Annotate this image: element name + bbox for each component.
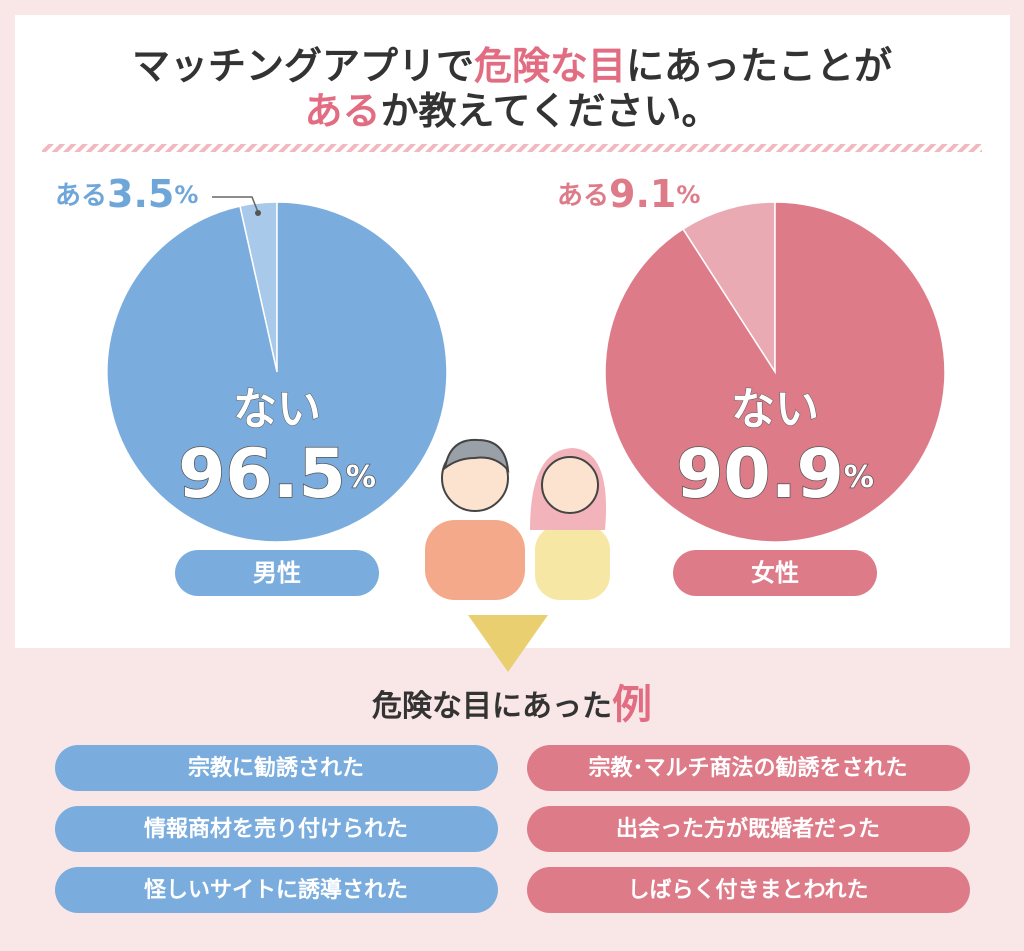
category: ある bbox=[55, 181, 107, 211]
group-label: 女性 bbox=[751, 559, 799, 587]
pie-slice bbox=[106, 201, 448, 543]
large-slice-category: ない bbox=[233, 384, 321, 435]
unit: % bbox=[346, 460, 376, 495]
arrow bbox=[468, 615, 548, 672]
large-slice-label: 90.9% bbox=[676, 435, 874, 514]
small-slice-label: ある3.5% bbox=[55, 172, 198, 216]
unit: % bbox=[844, 460, 874, 495]
examples-title: 危険な目にあった例 bbox=[372, 682, 652, 728]
value-label: 90.9 bbox=[676, 435, 844, 514]
pie-slice bbox=[604, 201, 946, 543]
value-label: 3.5 bbox=[107, 172, 174, 216]
group-pill bbox=[175, 550, 379, 596]
example-text: 宗教に勧誘された bbox=[188, 755, 364, 781]
small-slice-label: ある9.1% bbox=[557, 172, 700, 216]
value-label: 96.5 bbox=[178, 435, 346, 514]
example-pill bbox=[527, 806, 970, 852]
title-part: ある bbox=[305, 89, 381, 133]
title-part: にあったことが bbox=[626, 44, 892, 88]
example-pill bbox=[527, 867, 970, 913]
example-text: 怪しいサイトに誘導された bbox=[144, 877, 408, 903]
title-part: マッチングアプリで bbox=[132, 44, 474, 88]
category: ある bbox=[557, 181, 609, 211]
examples-title-part: 例 bbox=[612, 682, 652, 728]
unit: % bbox=[174, 181, 198, 209]
illustration bbox=[425, 438, 610, 600]
example-text: 宗教･マルチ商法の勧誘をされた bbox=[588, 755, 907, 781]
large-slice-label: 96.5% bbox=[178, 435, 376, 514]
leader-line bbox=[212, 196, 259, 213]
example-text: 情報商材を売り付けられた bbox=[144, 816, 408, 842]
example-pill bbox=[527, 745, 970, 791]
divider bbox=[42, 144, 982, 152]
group-label: 男性 bbox=[253, 559, 301, 587]
example-text: 出会った方が既婚者だった bbox=[616, 816, 880, 842]
example-pill bbox=[55, 745, 498, 791]
examples-title-part: 危険な目にあった bbox=[372, 689, 612, 724]
pie-slice bbox=[681, 201, 776, 375]
leader-dot bbox=[255, 210, 261, 216]
group-pill bbox=[673, 550, 877, 596]
unit: % bbox=[676, 181, 700, 209]
title-part: か教えてください。 bbox=[381, 89, 720, 133]
value-label: 9.1 bbox=[609, 172, 676, 216]
title-line-1: マッチングアプリで危険な目にあったことが bbox=[132, 44, 892, 88]
example-text: しばらく付きまとわれた bbox=[628, 878, 869, 903]
title-part: 危険な目 bbox=[474, 44, 626, 88]
example-pill bbox=[55, 806, 498, 852]
example-pill bbox=[55, 867, 498, 913]
title-line-2: あるか教えてください。 bbox=[305, 89, 720, 133]
large-slice-category: ない bbox=[731, 384, 819, 435]
